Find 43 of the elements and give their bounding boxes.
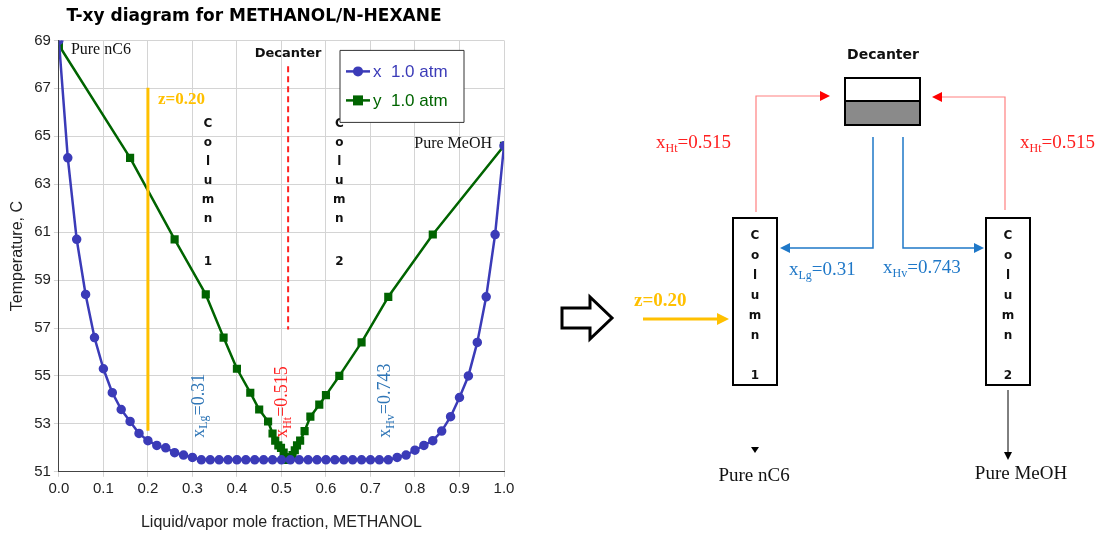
text: z=0.20: [634, 289, 687, 310]
legend-label: y 1.0 atm: [373, 91, 448, 111]
x-axis-title: Liquid/vapor mole fraction, METHANOL: [140, 512, 423, 530]
ref-line-label: z=0.20: [157, 89, 205, 109]
annotation: Pure nC6: [70, 40, 131, 58]
y-axis-title: Temperature, C: [8, 200, 26, 312]
y-tick-label: 55: [34, 366, 51, 384]
x-tick-label: 0.9: [449, 478, 470, 496]
annotation: xHt=0.515: [270, 366, 294, 438]
x-tick-label: 0.1: [92, 478, 114, 496]
text: Pure nC6: [718, 464, 790, 485]
x-tick-label: 0.0: [48, 478, 70, 496]
legend-label: x 1.0 atm: [373, 62, 448, 82]
x-tick-label: 0.5: [271, 478, 292, 496]
text: x$_{Ht}$=0.515: [656, 131, 731, 155]
annotation: xLg=0.31: [187, 373, 211, 438]
text: x$_{Ht}$=0.515: [1020, 131, 1095, 155]
y-tick-label: 53: [34, 414, 51, 432]
text: Column 1: [748, 228, 762, 388]
x-tick-label: 0.4: [226, 478, 248, 496]
x-tick-label: 0.6: [315, 478, 337, 496]
y-tick-label: 69: [34, 30, 51, 48]
x-tick-label: 1.0: [493, 478, 515, 496]
x-tick-label: 0.2: [137, 478, 159, 496]
text: Column 1: [201, 115, 215, 268]
text: Column 2: [1001, 228, 1015, 388]
text: Decanter: [847, 46, 919, 62]
y-tick-label: 67: [34, 78, 51, 96]
y-tick-label: 65: [34, 126, 51, 144]
ref-line-label: Decanter: [254, 45, 323, 61]
x-tick-label: 0.8: [404, 478, 426, 496]
y-tick-label: 57: [34, 318, 51, 336]
y-tick-label: 61: [34, 222, 51, 240]
text: Pure MeOH: [974, 462, 1068, 483]
chart-title: T-xy diagram for METHANOL/N-HEXANE: [66, 4, 442, 25]
y-tick-label: 51: [34, 461, 51, 479]
x-tick-label: 0.3: [181, 478, 203, 496]
text: x$_{Lg}$=0.31: [789, 258, 856, 282]
annotation: Pure MeOH: [414, 133, 493, 151]
x-tick-label: 0.7: [360, 478, 381, 496]
y-tick-label: 63: [34, 174, 51, 192]
text: x$_{Hv}$=0.743: [883, 256, 961, 280]
y-tick-label: 59: [34, 270, 51, 288]
